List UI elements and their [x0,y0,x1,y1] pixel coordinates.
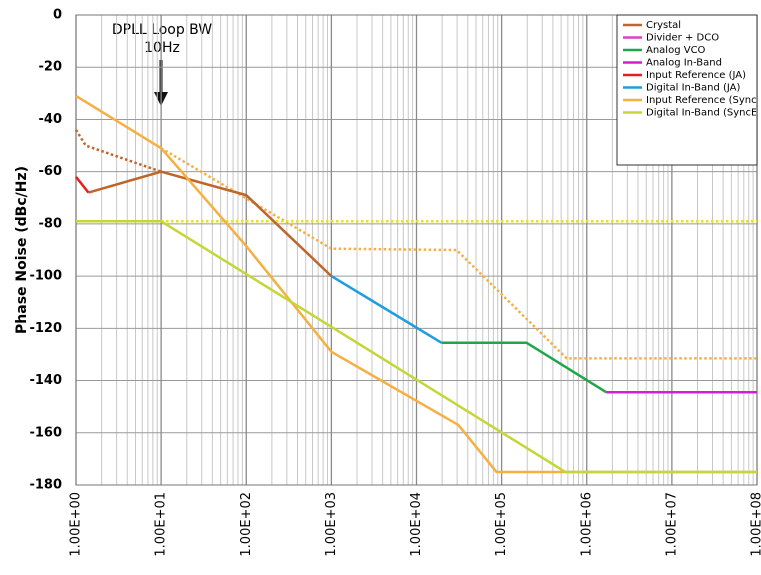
legend-label: Input Reference (JA) [646,70,746,81]
y-tick-label: -20 [39,60,63,75]
x-tick-label: 1.00E+07 [664,492,679,557]
x-tick-label: 1.00E+05 [494,492,509,557]
y-tick-label: -160 [29,425,62,440]
x-tick-label: 1.00E+00 [69,492,84,557]
legend-label: Divider + DCO [646,33,719,44]
series-line [330,275,443,344]
series-line [88,170,333,278]
x-tick-label: 1.00E+02 [239,492,254,557]
total-line [160,147,757,360]
x-tick-label: 1.00E+08 [750,492,761,557]
annotation: 10Hz [144,40,180,56]
y-tick-label: -140 [29,373,62,388]
y-tick-label: -120 [29,321,62,336]
x-tick-label: 1.00E+06 [579,492,594,557]
legend-label: Analog VCO [646,45,706,56]
y-tick-label: -60 [39,164,63,179]
y-axis-label: Phase Noise (dBc/Hz) [14,166,30,334]
plot-border [75,14,758,486]
x-tick-label: 1.00E+03 [324,492,339,557]
y-tick-label: -40 [39,112,63,127]
legend-label: Digital In-Band (SyncE) [646,108,761,119]
series-line [76,220,757,474]
series-line [75,94,757,474]
y-tick-label: 0 [53,8,62,23]
x-tick-label: 1.00E+04 [409,492,424,557]
legend-label: Input Reference (SyncE) [646,95,761,106]
y-tick-label: -80 [39,216,63,231]
series-line [75,176,90,194]
y-tick-label: -180 [29,478,62,493]
legend-label: Crystal [646,20,681,31]
legend-label: Analog In-Band [646,58,722,69]
total-line [74,129,162,173]
legend-box [616,14,758,166]
y-tick-label: -100 [29,269,62,284]
x-tick-label: 1.00E+01 [154,492,169,557]
legend-label: Digital In-Band (JA) [646,83,741,94]
series-line [441,341,608,394]
